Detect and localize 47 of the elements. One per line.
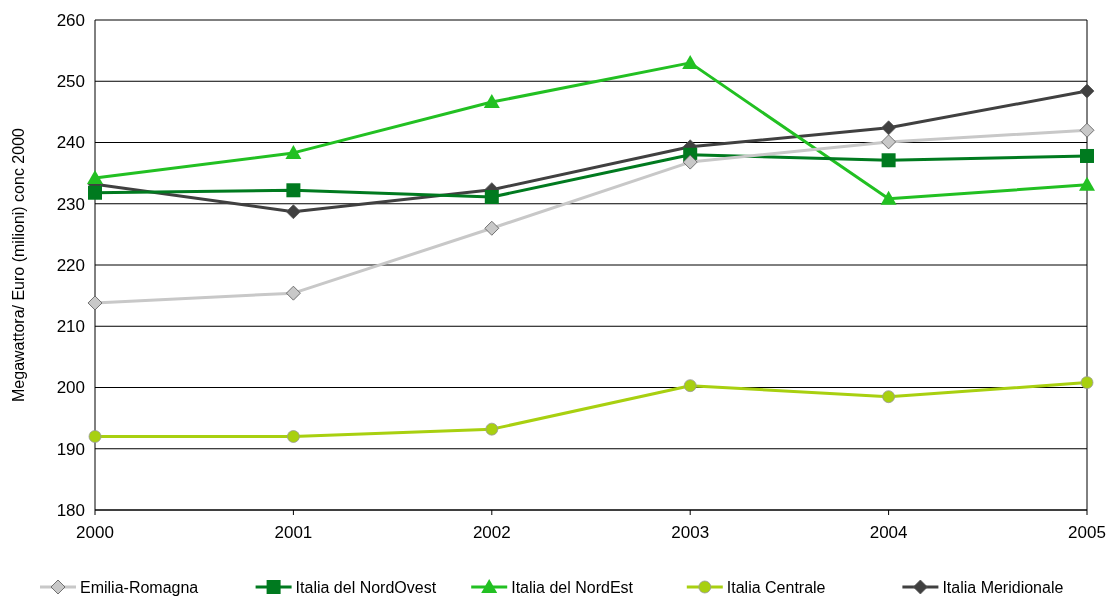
legend-label: Emilia-Romagna [80, 578, 199, 596]
point [286, 204, 301, 220]
point [682, 54, 699, 69]
y-tick-label: 240 [56, 133, 85, 153]
point [880, 190, 897, 205]
point [87, 170, 103, 185]
point [881, 120, 896, 136]
point [484, 190, 499, 205]
point [1080, 148, 1094, 163]
point [1079, 176, 1095, 191]
point [287, 430, 300, 443]
y-tick-label: 190 [56, 439, 85, 459]
point [483, 94, 500, 109]
y-tick-label: 260 [56, 10, 85, 30]
y-tick-label: 210 [56, 317, 85, 337]
point [1080, 376, 1094, 389]
y-axis-title: Megawattora/ Euro (milioni) conc 2000 [10, 127, 27, 402]
x-tick-label: 2003 [671, 523, 710, 542]
point [485, 422, 499, 436]
x-tick-label: 2000 [76, 523, 114, 542]
x-tick-label: 2001 [274, 523, 313, 542]
legend-label: Italia Meridionale [942, 578, 1064, 596]
point [286, 183, 301, 198]
y-tick-label: 230 [56, 194, 85, 214]
point [88, 430, 102, 443]
point [882, 390, 895, 404]
point [881, 134, 896, 150]
point [88, 185, 102, 200]
point [87, 295, 103, 311]
y-tick-label: 250 [56, 72, 85, 92]
x-tick-label: 2004 [869, 523, 908, 542]
y-tick-label: 200 [56, 378, 85, 398]
point [683, 379, 697, 393]
point [1079, 83, 1095, 99]
legend-label: Italia del NordOvest [295, 578, 437, 596]
point [682, 154, 698, 170]
legend-label: Italia Centrale [726, 578, 826, 596]
point [285, 144, 302, 159]
point [881, 153, 896, 168]
point [286, 285, 301, 301]
x-tick-label: 2005 [1068, 523, 1106, 542]
point [484, 220, 500, 236]
y-tick-label: 180 [56, 500, 85, 520]
y-tick-label: 220 [56, 255, 85, 275]
x-tick-label: 2002 [472, 523, 511, 542]
legend-label: Italia del NordEst [511, 578, 634, 596]
point [1079, 122, 1095, 138]
